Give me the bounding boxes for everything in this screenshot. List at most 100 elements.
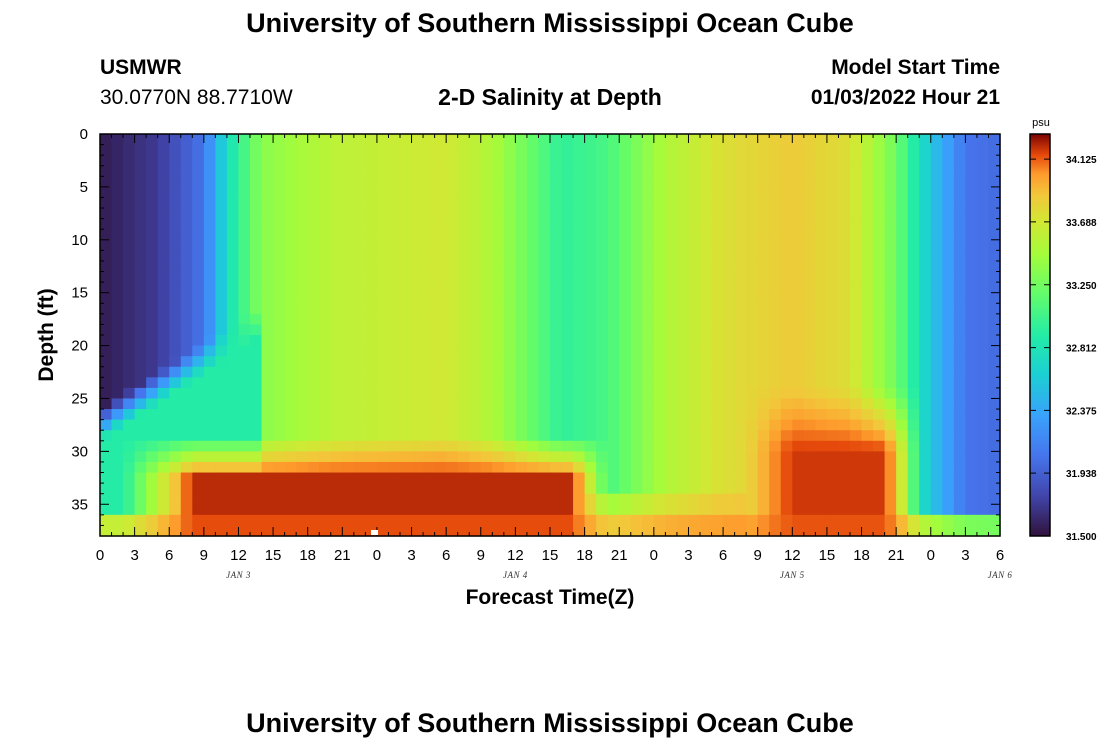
heatmap-cell: [411, 451, 424, 463]
heatmap-cell: [607, 165, 620, 177]
heatmap-cell: [365, 155, 378, 167]
heatmap-cell: [711, 271, 724, 283]
heatmap-cell: [203, 356, 216, 368]
heatmap-cell: [134, 165, 147, 177]
heatmap-cell: [261, 250, 274, 262]
heatmap-cell: [896, 208, 909, 220]
heatmap-cell: [711, 377, 724, 389]
heatmap-cell: [203, 345, 216, 357]
heatmap-cell: [757, 387, 770, 400]
heatmap-cell: [423, 186, 436, 199]
heatmap-cell: [653, 377, 666, 389]
heatmap-cell: [123, 335, 136, 347]
heatmap-cell: [400, 387, 413, 400]
heatmap-cell: [769, 165, 782, 177]
heatmap-cell: [930, 144, 943, 156]
heatmap-cell: [907, 483, 920, 495]
heatmap-cell: [538, 292, 551, 304]
heatmap-cell: [688, 208, 701, 220]
heatmap-cell: [953, 229, 966, 241]
heatmap-cell: [469, 229, 482, 241]
heatmap-cell: [376, 525, 390, 537]
heatmap-cell: [688, 461, 701, 474]
heatmap-cell: [873, 504, 886, 516]
heatmap-cell: [861, 250, 874, 262]
heatmap-cell: [734, 324, 747, 336]
heatmap-cell: [388, 387, 401, 400]
heatmap-cell: [573, 419, 586, 431]
heatmap-cell: [711, 165, 724, 177]
heatmap-cell: [296, 525, 309, 537]
heatmap-cell: [146, 430, 159, 442]
heatmap-cell: [769, 176, 782, 188]
heatmap-cell: [100, 313, 113, 326]
heatmap-cell: [665, 430, 678, 442]
heatmap-cell: [826, 493, 840, 505]
heatmap-cell: [353, 208, 366, 220]
heatmap-cell: [873, 186, 886, 199]
heatmap-cell: [353, 409, 366, 421]
heatmap-cell: [503, 461, 516, 474]
heatmap-cell: [896, 409, 909, 421]
heatmap-cell: [365, 440, 378, 452]
heatmap-cell: [873, 313, 886, 326]
heatmap-cell: [503, 165, 516, 177]
heatmap-cell: [873, 260, 886, 273]
heatmap-cell: [353, 504, 366, 516]
heatmap-cell: [215, 345, 228, 357]
heatmap-cell: [619, 303, 632, 315]
heatmap-cell: [607, 239, 620, 251]
heatmap-cell: [919, 440, 932, 452]
heatmap-cell: [388, 324, 401, 336]
heatmap-cell: [423, 472, 436, 484]
heatmap-cell: [573, 134, 586, 146]
heatmap-cell: [780, 387, 793, 400]
plot-title: 2-D Salinity at Depth: [438, 84, 662, 110]
heatmap-cell: [873, 377, 886, 389]
heatmap-cell: [215, 461, 228, 474]
heatmap-cell: [711, 324, 724, 336]
heatmap-cell: [353, 186, 366, 199]
heatmap-cell: [538, 335, 551, 347]
heatmap-cell: [515, 398, 528, 410]
heatmap-cell: [469, 292, 482, 304]
heatmap-cell: [146, 419, 159, 431]
heatmap-cell: [630, 366, 643, 378]
heatmap-cell: [850, 313, 863, 326]
heatmap-cell: [284, 377, 297, 389]
heatmap-cell: [976, 345, 990, 357]
heatmap-cell: [226, 239, 240, 251]
heatmap-cell: [226, 472, 240, 484]
heatmap-cell: [353, 366, 366, 378]
heatmap-cell: [446, 345, 459, 357]
heatmap-cell: [400, 197, 413, 209]
heatmap-cell: [815, 197, 828, 209]
heatmap-cell: [653, 250, 666, 262]
heatmap-cell: [792, 504, 805, 516]
heatmap-cell: [134, 155, 147, 167]
heatmap-cell: [400, 208, 413, 220]
heatmap-cell: [526, 335, 540, 347]
heatmap-cell: [169, 229, 182, 241]
heatmap-cell: [850, 250, 863, 262]
heatmap-cell: [988, 229, 1001, 241]
heatmap-cell: [492, 313, 505, 326]
heatmap-cell: [653, 229, 666, 241]
heatmap-cell: [319, 451, 332, 463]
heatmap-cell: [157, 134, 170, 146]
heatmap-cell: [653, 260, 666, 273]
heatmap-cell: [284, 387, 297, 400]
heatmap-cell: [607, 430, 620, 442]
heatmap-cell: [561, 134, 574, 146]
heatmap-cell: [134, 250, 147, 262]
heatmap-cell: [203, 282, 216, 294]
x-tick-label: 21: [611, 547, 628, 564]
heatmap-cell: [203, 430, 216, 442]
heatmap-cell: [284, 451, 297, 463]
heatmap-cell: [965, 197, 978, 209]
heatmap-cell: [711, 303, 724, 315]
heatmap-cell: [469, 313, 482, 326]
heatmap-cell: [734, 461, 747, 474]
heatmap-cell: [676, 387, 690, 400]
heatmap-cell: [388, 451, 401, 463]
